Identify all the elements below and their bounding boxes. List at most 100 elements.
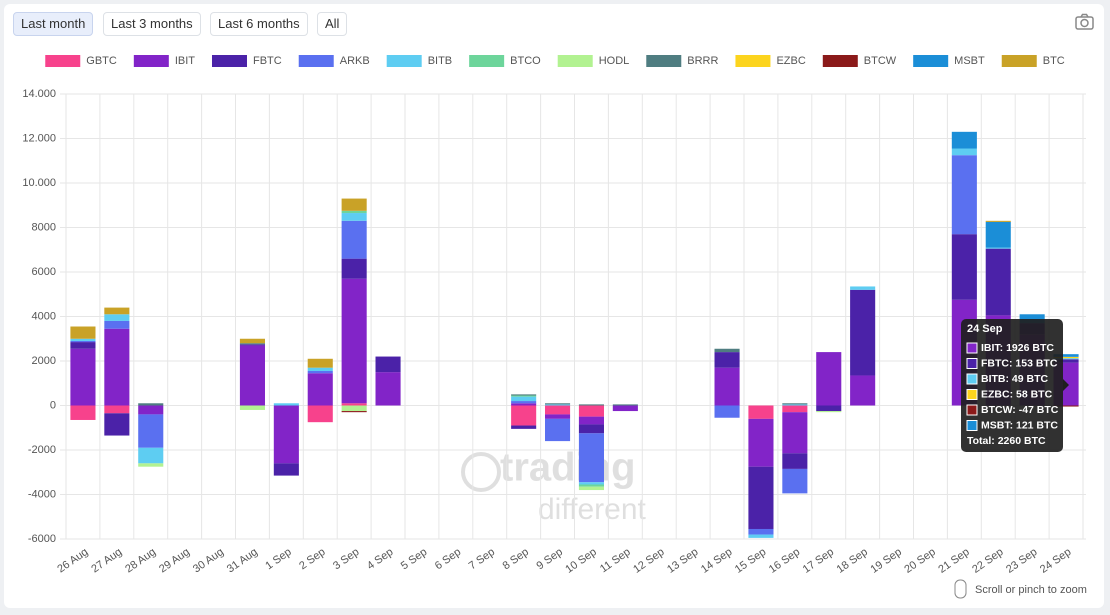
bar-segment [748,528,774,535]
legend-item[interactable]: IBIT [133,55,195,67]
tooltip-box [961,319,1063,452]
legend-item[interactable]: FBTC [211,55,282,67]
x-tick-label: 7 Sep [467,546,497,572]
legend-label: BTCO [510,55,541,67]
bar-segment [985,248,1011,316]
bar-segment [545,405,571,415]
x-tick-label: 4 Sep [365,546,395,572]
range-button[interactable]: Last month [13,12,94,36]
x-tick-label: 23 Sep [1004,546,1039,576]
legend-swatch [133,55,169,67]
bar-segment [1053,354,1079,357]
y-tick-label: 10.000 [22,177,56,189]
zoom-hint-text: Scroll or pinch to zoom [975,584,1087,596]
x-tick-label: 22 Sep [970,546,1005,576]
bar-segment [341,258,367,279]
y-tick-label: 4000 [32,310,56,322]
bar-segment [341,198,367,211]
x-tick-label: 24 Sep [1038,546,1073,576]
legend-item[interactable]: GBTC [45,55,117,67]
range-button[interactable]: All [317,12,348,36]
bar-segment [1019,314,1045,324]
zoom-hint: Scroll or pinch to zoom [954,579,1087,599]
bar-segment [578,486,604,491]
tooltip-swatch [966,358,978,369]
grid [60,93,1086,540]
tooltip-line: BITB: 49 BTC [981,373,1049,385]
bar-segment [375,356,401,373]
chart-card: Last month Last 3 months Last 6 months A… [4,4,1104,608]
bar-segment [1053,356,1079,359]
bar-segment [138,447,164,464]
legend-swatch [469,55,505,67]
bar-segment [511,425,537,429]
tooltip-line: IBIT: 1926 BTC [981,342,1054,354]
bar-segment [578,433,604,483]
x-tick-label: 1 Sep [263,546,293,572]
tooltip-swatch [966,389,978,400]
legend-label: BTCW [864,55,897,67]
bar-segment [612,405,638,412]
legend-label: BRRR [687,55,718,67]
bar-segment [714,405,740,418]
camera-icon[interactable] [1075,13,1094,30]
bar-segment [239,405,265,410]
x-tick-label: 28 Aug [123,546,158,575]
x-tick-label: 3 Sep [331,546,361,572]
bar-segment [341,210,367,214]
bar-segment [70,405,96,420]
bar-segment [307,405,333,423]
x-tick-label: 10 Sep [563,546,598,576]
bar-segment [951,234,977,300]
x-tick-label: 19 Sep [868,546,903,576]
bar-segment [748,405,774,419]
bar-segment [104,314,130,321]
bar-segment [782,403,808,405]
legend-item[interactable]: BTCO [469,55,541,67]
bar-segment [612,404,638,406]
legend-swatch [45,55,81,67]
watermark: trading different [461,446,647,526]
bar-segment [341,278,367,404]
legend-item[interactable]: BRRR [646,55,718,67]
y-tick-label: 8000 [32,221,56,233]
bar-segment [714,352,740,368]
legend-item[interactable]: BITB [386,55,452,67]
x-tick-label: 13 Sep [665,546,700,576]
bar-segment [545,403,571,405]
y-tick-label: 14.000 [22,88,56,100]
bar-segment [951,155,977,235]
bar-segment [748,466,774,529]
y-tick-label: 12.000 [22,132,56,144]
legend-item[interactable]: BTCW [822,55,897,67]
legend-item[interactable]: MSBT [913,55,985,67]
legend: GBTC IBIT FBTC ARKB BITB BTCO HODL BRRR EZBC BTCW… [45,55,1065,67]
bar-segment [714,367,740,406]
legend-item[interactable]: EZBC [735,55,806,67]
bar-segment [511,403,537,406]
bar-segment [341,411,367,413]
legend-item[interactable]: BTC [1001,55,1065,67]
bar-segment [104,405,130,414]
range-button[interactable]: Last 3 months [103,12,201,36]
x-tick-label: 14 Sep [699,546,734,576]
bar-segment [104,413,130,436]
y-tick-label: -6000 [28,533,56,545]
legend-item[interactable]: HODL [557,55,630,67]
bar-segment [307,358,333,368]
bar-segment [375,372,401,406]
bar-segment [1053,359,1079,363]
bar-segment [578,416,604,425]
bar-segment [782,453,808,469]
tooltip-swatch [966,420,978,431]
x-tick-label: 29 Aug [157,546,192,575]
bar-segment [545,404,571,406]
range-button[interactable]: Last 6 months [210,12,308,36]
bar-segment [951,131,977,149]
legend-item[interactable]: ARKB [298,55,370,67]
bar-segment [816,405,842,412]
legend-label: FBTC [253,55,282,67]
tooltip-swatch [966,373,978,385]
watermark-text: different [538,493,647,526]
